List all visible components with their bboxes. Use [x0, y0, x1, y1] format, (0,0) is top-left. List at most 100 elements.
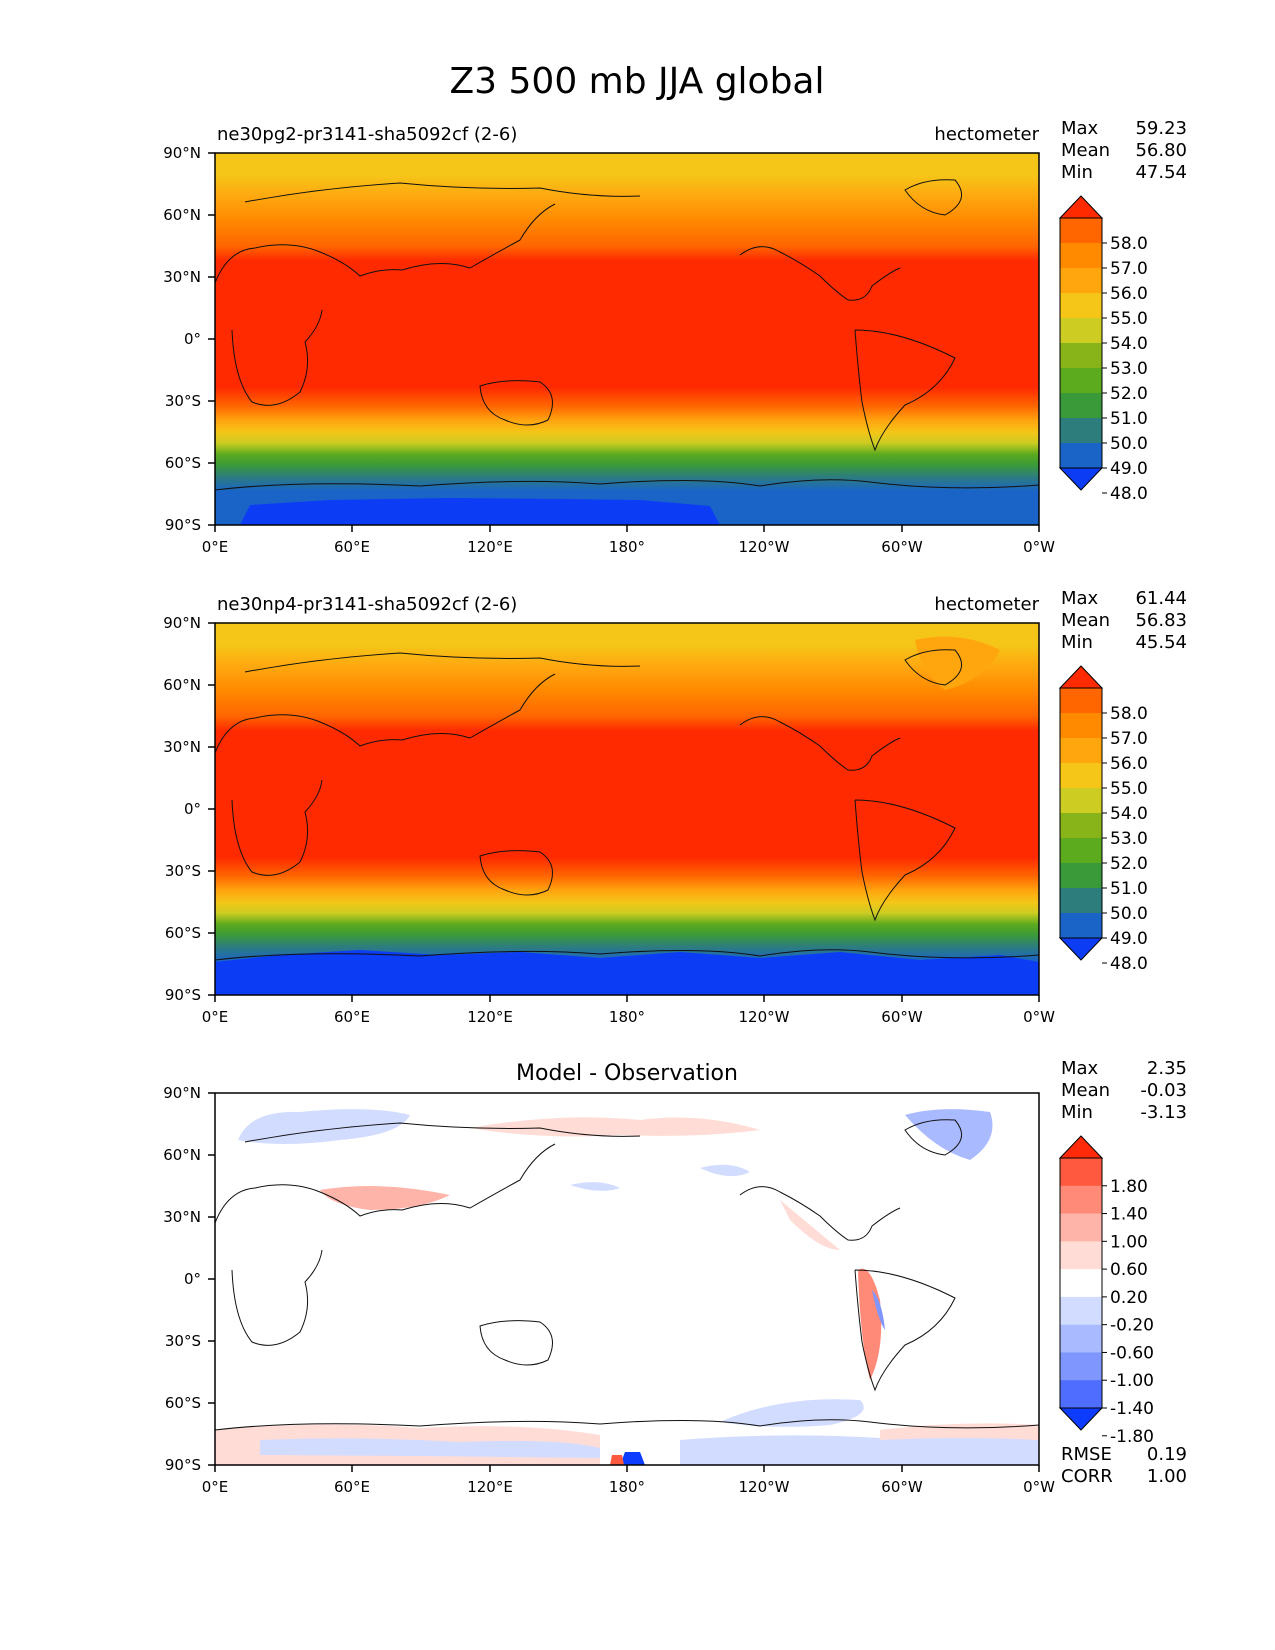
y-tick-labels: 90°N 60°N 30°N 0° 30°S 60°S 90°S	[163, 614, 201, 1004]
colorbar-label: -0.20	[1110, 1316, 1154, 1336]
colorbar-label: -1.80	[1110, 1427, 1154, 1447]
colorbar-segment	[1060, 393, 1102, 419]
x-tick-labels: 0°E 60°E 120°E 180° 120°W 60°W 0°W	[202, 1478, 1055, 1496]
stats-block: Max 2.35 Mean -0.03 Min -3.13	[1061, 1058, 1187, 1123]
colorbar-segment	[1060, 1296, 1102, 1326]
x-tick-label: 0°W	[1023, 1008, 1055, 1026]
y-tick-label: 30°N	[163, 1208, 201, 1226]
y-tick-label: 0°	[184, 1270, 201, 1288]
x-tick-label: 180°	[609, 1008, 645, 1026]
colorbar-label: 1.80	[1110, 1177, 1148, 1197]
colorbar-extend-top	[1058, 665, 1104, 689]
x-tick-labels: 0°E 60°E 120°E 180° 120°W 60°W 0°W	[202, 538, 1055, 556]
colorbar-label: 58.0	[1110, 234, 1148, 254]
colorbar-label: 56.0	[1110, 284, 1148, 304]
colorbar-segment	[1060, 1185, 1102, 1215]
colorbar-segment	[1060, 218, 1102, 244]
x-tick-label: 120°E	[467, 1008, 513, 1026]
colorbar-segment	[1060, 1352, 1102, 1381]
y-tick-label: 60°N	[163, 1146, 201, 1164]
stats-block: Max 61.44 Mean 56.83 Min 45.54	[1061, 588, 1187, 653]
colorbar-segment	[1060, 888, 1102, 914]
stat-label: Max	[1061, 588, 1099, 609]
x-tick-label: 60°W	[881, 1008, 923, 1026]
y-tick-label: 30°N	[163, 268, 201, 286]
x-tick-label: 0°E	[202, 538, 229, 556]
colorbar-label: 1.40	[1110, 1205, 1148, 1225]
y-tick-label: 90°S	[165, 1456, 201, 1474]
stat-label: RMSE	[1061, 1444, 1112, 1465]
coastlines	[215, 179, 1039, 491]
colorbar-extend-bottom	[1058, 937, 1104, 961]
colorbar-label: 49.0	[1110, 459, 1148, 479]
panel-title-left: ne30np4-pr3141-sha5092cf (2-6)	[217, 594, 517, 615]
antarctic-low	[240, 498, 720, 525]
colorbar-label: -0.60	[1110, 1343, 1154, 1363]
x-tick-label: 60°W	[881, 538, 923, 556]
y-tick-label: 90°S	[165, 986, 201, 1004]
stat-label: Mean	[1061, 610, 1110, 631]
stat-value: 2.35	[1147, 1058, 1187, 1079]
colorbar-label: 48.0	[1110, 954, 1148, 974]
colorbar: 58.0 57.0 56.0 55.0 54.0 53.0 52.0 51.0 50.0 49.0…	[1058, 665, 1148, 974]
x-tick-label: 0°W	[1023, 1478, 1055, 1496]
colorbar-label: 54.0	[1110, 334, 1148, 354]
stat-label: CORR	[1061, 1466, 1113, 1487]
colorbar-label: 0.60	[1110, 1260, 1148, 1280]
coastlines	[215, 649, 1039, 961]
colorbar-label: 58.0	[1110, 704, 1148, 724]
colorbar-label: 57.0	[1110, 729, 1148, 749]
colorbar-label: 53.0	[1110, 829, 1148, 849]
stat-value: -3.13	[1140, 1102, 1187, 1123]
y-tick-label: 30°S	[165, 392, 201, 410]
colorbar-segment	[1060, 763, 1102, 789]
colorbar-label: 48.0	[1110, 484, 1148, 504]
colorbar-label: -1.00	[1110, 1371, 1154, 1391]
x-tick-label: 60°E	[334, 1008, 370, 1026]
colorbar-segment	[1060, 1213, 1102, 1242]
colorbar-label: 1.00	[1110, 1232, 1148, 1252]
colorbar-label: 55.0	[1110, 309, 1148, 329]
antarctic-low	[215, 950, 1039, 995]
x-tick-label: 120°E	[467, 1478, 513, 1496]
y-tick-labels: 90°N 60°N 30°N 0° 30°S 60°S 90°S	[163, 144, 201, 534]
colorbar-segment	[1060, 738, 1102, 764]
stat-label: Min	[1061, 1102, 1093, 1123]
axis-ticks	[208, 1092, 1040, 1472]
colorbar-segment	[1060, 268, 1102, 294]
field-background	[215, 153, 1039, 525]
colorbar-segment	[1060, 913, 1102, 939]
colorbar-label: 53.0	[1110, 359, 1148, 379]
x-tick-label: 0°W	[1023, 538, 1055, 556]
x-tick-label: 120°W	[739, 1478, 790, 1496]
x-tick-label: 60°E	[334, 538, 370, 556]
colorbar-label: 52.0	[1110, 854, 1148, 874]
field-background	[215, 1093, 1039, 1465]
colorbar: 1.80 1.40 1.00 0.60 0.20 -0.20 -0.60 -1.00 -1.40…	[1058, 1135, 1154, 1447]
x-tick-label: 180°	[609, 538, 645, 556]
stat-label: Mean	[1061, 1080, 1110, 1101]
colorbar-label: 50.0	[1110, 904, 1148, 924]
colorbar-label: 57.0	[1110, 259, 1148, 279]
y-tick-label: 60°S	[165, 924, 201, 942]
stat-value: 45.54	[1135, 632, 1187, 653]
stat-value: 56.80	[1135, 140, 1187, 161]
x-tick-label: 0°E	[202, 1478, 229, 1496]
colorbar: 58.0 57.0 56.0 55.0 54.0 53.0 52.0 51.0 50.0 49.0…	[1058, 195, 1148, 504]
y-tick-label: 60°N	[163, 206, 201, 224]
y-tick-label: 60°N	[163, 676, 201, 694]
axis-ticks	[208, 622, 1040, 1002]
stat-value: 59.23	[1135, 118, 1187, 139]
colorbar-label: 0.20	[1110, 1288, 1148, 1308]
colorbar-extend-top	[1058, 1135, 1104, 1159]
colorbar-label: 55.0	[1110, 779, 1148, 799]
x-tick-label: 0°E	[202, 1008, 229, 1026]
stat-value: 47.54	[1135, 162, 1187, 183]
colorbar-label: 54.0	[1110, 804, 1148, 824]
y-tick-labels: 90°N 60°N 30°N 0° 30°S 60°S 90°S	[163, 1084, 201, 1474]
y-tick-label: 90°S	[165, 516, 201, 534]
colorbar-label: 56.0	[1110, 754, 1148, 774]
colorbar-segment	[1060, 418, 1102, 444]
y-tick-label: 90°N	[163, 1084, 201, 1102]
colorbar-segment	[1060, 838, 1102, 864]
